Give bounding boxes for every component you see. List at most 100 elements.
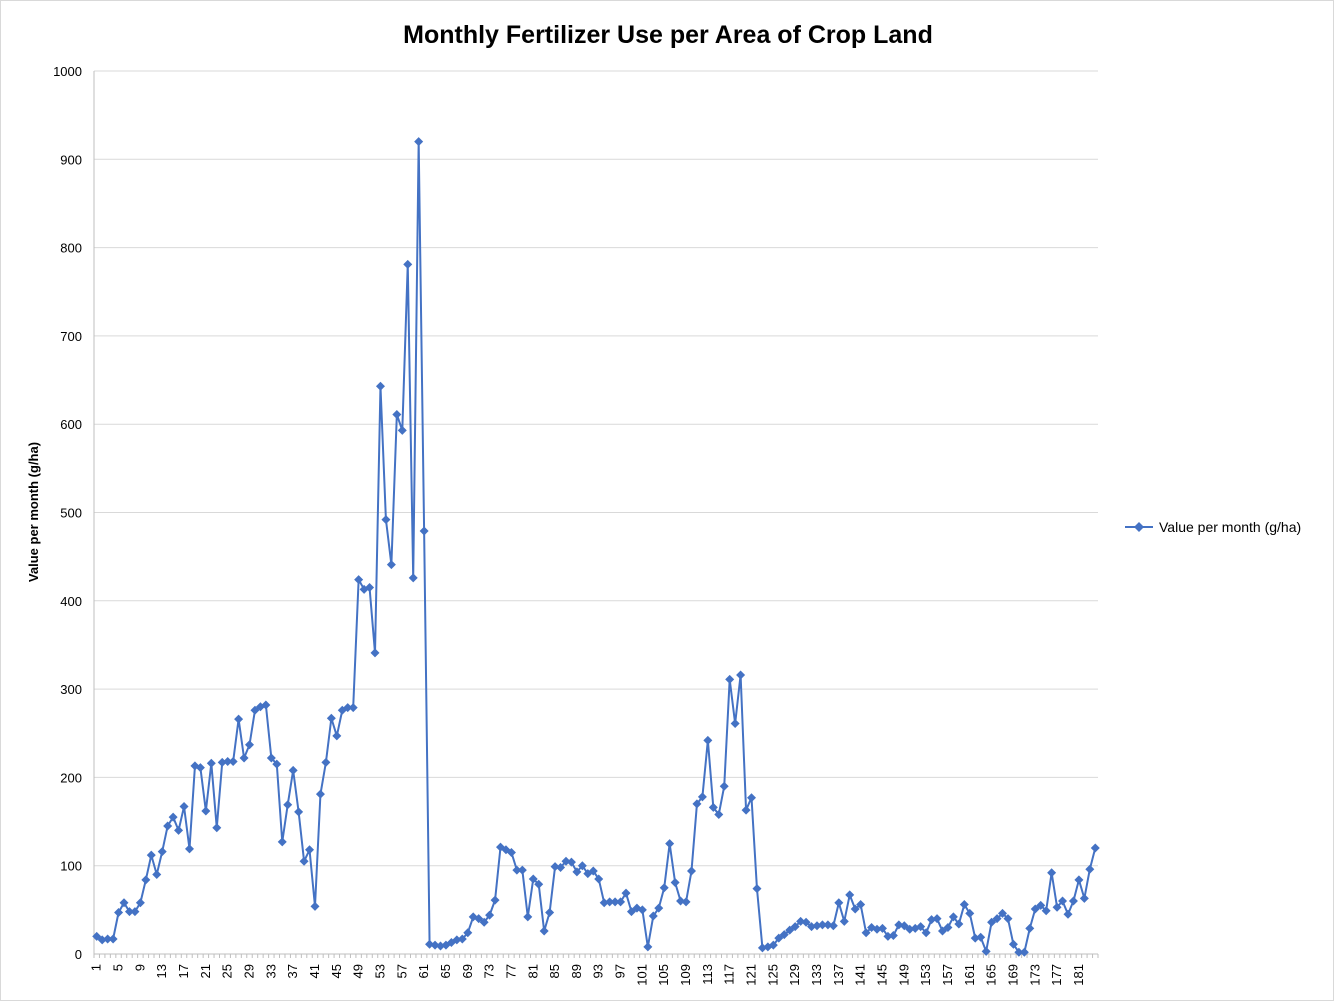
data-point	[1090, 843, 1100, 853]
data-point	[883, 931, 893, 941]
data-point	[1063, 909, 1073, 919]
x-tick-label: 153	[918, 964, 933, 986]
legend-marker-diamond-icon	[1134, 522, 1144, 532]
data-point	[1085, 864, 1095, 874]
data-point	[539, 926, 549, 936]
axes	[93, 71, 1099, 958]
data-point	[556, 862, 566, 872]
x-tick-label: 33	[263, 964, 278, 978]
data-point	[245, 740, 255, 750]
x-axis-ticks: 1 5 9 13 17 21 25 29 33 37 41 45 49 53 57 61 65 69 73 77 81 8…	[89, 964, 1086, 986]
data-point	[610, 897, 620, 907]
data-point	[545, 907, 555, 917]
data-point	[681, 897, 691, 907]
x-tick-label: 29	[242, 964, 257, 978]
data-point	[768, 940, 778, 950]
data-point	[288, 765, 298, 775]
x-tick-label: 13	[154, 964, 169, 978]
data-point	[845, 890, 855, 900]
y-axis-ticks: 0 100 200 300 400 500 600 700 800 900 1000	[53, 64, 82, 962]
data-point	[665, 839, 675, 849]
data-point	[1003, 914, 1013, 924]
data-point	[457, 934, 467, 944]
y-tick-label: 900	[60, 152, 82, 167]
y-axis-label: Value per month (g/ha)	[26, 442, 41, 582]
x-tick-label: 117	[722, 964, 737, 985]
data-point	[528, 874, 538, 884]
data-point	[637, 905, 647, 915]
y-tick-label: 0	[75, 947, 82, 962]
data-point	[234, 714, 244, 724]
data-point	[823, 920, 833, 930]
x-tick-label: 89	[569, 964, 584, 978]
y-tick-label: 200	[60, 770, 82, 785]
data-point	[1025, 923, 1035, 933]
data-point	[752, 884, 762, 894]
data-point	[315, 789, 325, 799]
data-point	[616, 897, 626, 907]
data-point	[703, 735, 713, 745]
data-point	[212, 823, 222, 833]
data-point	[992, 914, 1002, 924]
x-tick-label: 57	[394, 964, 409, 978]
data-point	[856, 900, 866, 910]
data-point	[370, 648, 380, 658]
x-tick-label: 165	[984, 964, 999, 986]
data-point	[1008, 939, 1018, 949]
data-point	[970, 933, 980, 943]
data-point	[648, 911, 658, 921]
data-point	[561, 856, 571, 866]
data-point	[697, 792, 707, 802]
data-point	[310, 901, 320, 911]
data-point	[741, 805, 751, 815]
data-point	[261, 700, 271, 710]
data-point	[195, 763, 205, 773]
x-tick-label: 173	[1027, 964, 1042, 986]
x-tick-label: 181	[1071, 964, 1086, 986]
data-point	[719, 781, 729, 791]
data-point	[506, 847, 516, 857]
data-point	[103, 934, 113, 944]
data-point	[534, 879, 544, 889]
data-point	[1014, 947, 1024, 957]
data-point	[1019, 947, 1029, 957]
data-point	[119, 898, 129, 908]
x-tick-label: 133	[809, 964, 824, 986]
x-tick-label: 45	[329, 964, 344, 978]
data-point	[392, 409, 402, 419]
data-point	[943, 923, 953, 933]
data-point	[566, 857, 576, 867]
y-tick-label: 400	[60, 594, 82, 609]
data-point	[550, 862, 560, 872]
data-point	[179, 802, 189, 812]
data-point	[141, 875, 151, 885]
data-point	[588, 866, 598, 876]
data-point	[425, 939, 435, 949]
x-tick-label: 85	[547, 964, 562, 978]
data-point	[801, 917, 811, 927]
data-point	[523, 912, 533, 922]
data-point	[375, 381, 385, 391]
data-point	[1047, 868, 1057, 878]
chart-title: Monthly Fertilizer Use per Area of Crop …	[403, 21, 933, 49]
data-point	[321, 757, 331, 767]
data-point	[948, 912, 958, 922]
x-tick-label: 93	[591, 964, 606, 978]
data-point	[747, 793, 757, 803]
series-value-per-month	[92, 137, 1100, 957]
data-point	[676, 896, 686, 906]
data-point	[184, 844, 194, 854]
data-point	[872, 924, 882, 934]
data-point	[812, 921, 822, 931]
data-point	[354, 575, 364, 585]
data-point	[643, 942, 653, 952]
data-point	[163, 821, 173, 831]
data-point	[277, 837, 287, 847]
x-tick-label: 97	[613, 964, 628, 978]
x-tick-label: 21	[198, 964, 213, 978]
data-point	[807, 922, 817, 932]
data-point	[686, 866, 696, 876]
data-point	[397, 425, 407, 435]
x-tick-label: 125	[765, 964, 780, 986]
